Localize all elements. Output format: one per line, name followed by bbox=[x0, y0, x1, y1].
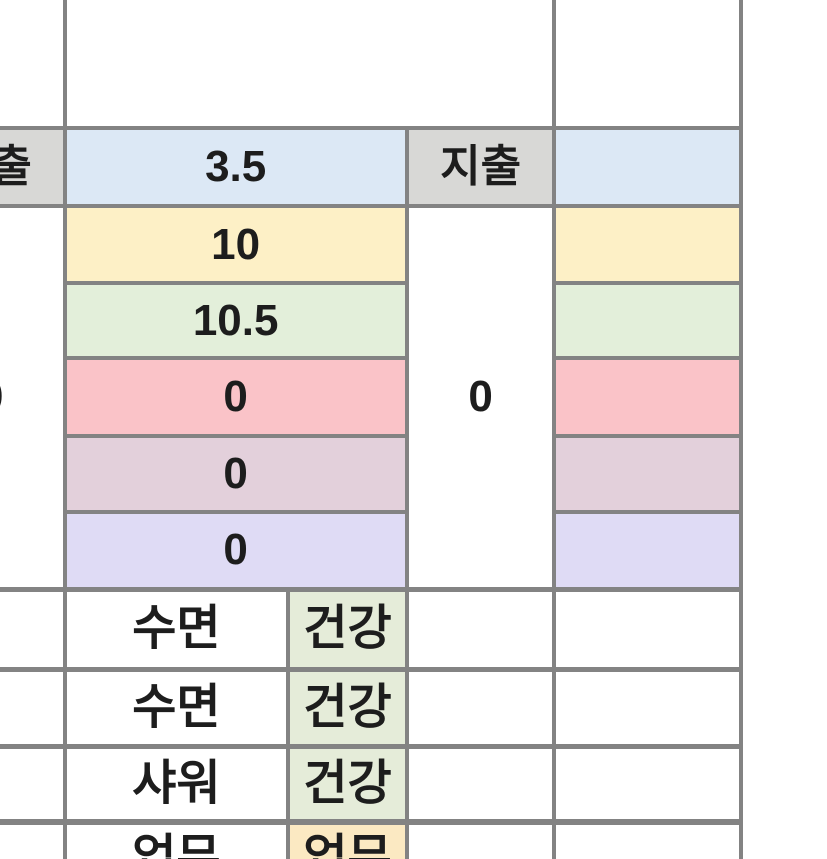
cell-blank[interactable] bbox=[404, 743, 557, 824]
cell-blank[interactable] bbox=[552, 819, 743, 859]
cell-total-left[interactable]: 0 bbox=[0, 204, 67, 591]
cell-main-value-right-partial[interactable] bbox=[552, 126, 743, 208]
spreadsheet-grid: 지출 3.5 지출 0 10 0 10.5 0 0 0 bbox=[0, 0, 743, 859]
cell-blank[interactable] bbox=[552, 666, 743, 748]
cell-activity-name[interactable]: 업무 bbox=[62, 819, 291, 859]
cell-blank[interactable] bbox=[0, 666, 67, 748]
cell-top-middle-blank[interactable] bbox=[62, 0, 557, 130]
row-value-3: 0 bbox=[0, 356, 743, 438]
cell-blank[interactable] bbox=[404, 819, 557, 859]
row-activity-1: 수면 건강 bbox=[0, 586, 743, 671]
cell-total-right[interactable]: 0 bbox=[404, 204, 557, 591]
cell-value-pink[interactable]: 0 bbox=[62, 356, 409, 438]
cell-blank[interactable] bbox=[404, 666, 557, 748]
cell-expense-label-left[interactable]: 지출 bbox=[0, 126, 67, 208]
row-activity-2: 수면 건강 bbox=[0, 666, 743, 748]
row-header: 지출 3.5 지출 bbox=[0, 126, 743, 208]
cell-value-green[interactable]: 10.5 bbox=[62, 281, 409, 360]
cell-activity-category[interactable]: 건강 bbox=[286, 586, 409, 671]
cell-value-lavender-right-partial[interactable] bbox=[552, 510, 743, 591]
cell-activity-name[interactable]: 수면 bbox=[62, 586, 291, 671]
cell-value-green-right-partial[interactable] bbox=[552, 281, 743, 360]
cell-activity-category[interactable]: 업무 bbox=[286, 819, 409, 859]
cell-value-pink-right-partial[interactable] bbox=[552, 356, 743, 438]
cell-top-right-blank[interactable] bbox=[552, 0, 743, 130]
cell-value-yellow-right-partial[interactable] bbox=[552, 204, 743, 285]
cell-value-yellow[interactable]: 10 bbox=[62, 204, 409, 285]
row-value-1: 0 10 0 bbox=[0, 204, 743, 591]
cell-value-lavender[interactable]: 0 bbox=[62, 510, 409, 591]
cell-activity-name[interactable]: 수면 bbox=[62, 666, 291, 748]
cell-blank[interactable] bbox=[552, 586, 743, 671]
cell-blank[interactable] bbox=[0, 819, 67, 859]
cell-top-left-blank[interactable] bbox=[0, 0, 67, 130]
cell-expense-label-right[interactable]: 지출 bbox=[404, 126, 557, 208]
cell-activity-category[interactable]: 건강 bbox=[286, 743, 409, 824]
row-value-4: 0 bbox=[0, 434, 743, 514]
cell-blank[interactable] bbox=[0, 586, 67, 671]
row-value-5: 0 bbox=[0, 510, 743, 591]
row-activity-4-partial: 업무 업무 bbox=[0, 819, 743, 859]
cell-activity-name[interactable]: 샤워 bbox=[62, 743, 291, 824]
row-top-blank bbox=[0, 0, 743, 130]
cell-blank[interactable] bbox=[404, 586, 557, 671]
cell-value-mauve-right-partial[interactable] bbox=[552, 434, 743, 514]
row-activity-3: 샤워 건강 bbox=[0, 743, 743, 824]
cell-blank[interactable] bbox=[0, 743, 67, 824]
row-value-2: 10.5 bbox=[0, 281, 743, 360]
cell-main-value[interactable]: 3.5 bbox=[62, 126, 409, 208]
cell-value-mauve[interactable]: 0 bbox=[62, 434, 409, 514]
cell-blank[interactable] bbox=[552, 743, 743, 824]
cell-activity-category[interactable]: 건강 bbox=[286, 666, 409, 748]
